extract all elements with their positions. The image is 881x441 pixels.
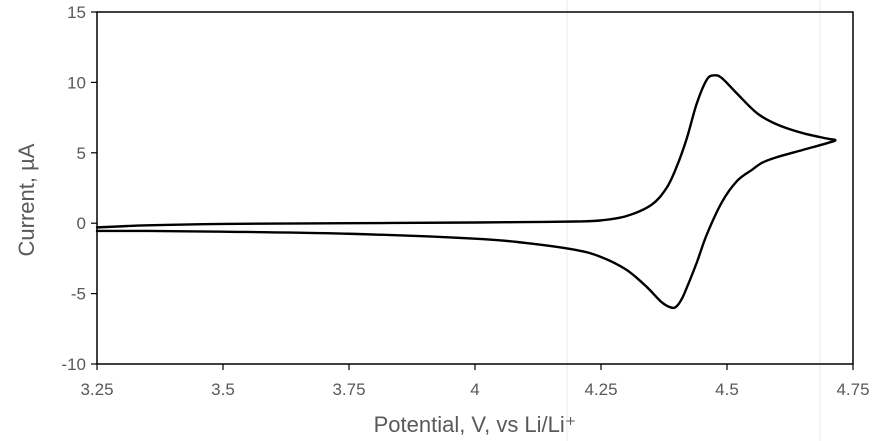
series-layer — [95, 74, 837, 310]
y-tick-label: -5 — [71, 285, 86, 304]
y-tick-label: -10 — [61, 355, 86, 374]
x-tick-label: 4.75 — [836, 380, 869, 399]
x-tick-label: 3.25 — [80, 380, 113, 399]
x-tick-label: 4 — [470, 380, 479, 399]
cv-curve-line — [95, 74, 837, 310]
x-tick-label: 3.75 — [332, 380, 365, 399]
y-tick-label: 0 — [77, 214, 86, 233]
x-axis-label: Potential, V, vs Li/Li⁺ — [374, 412, 577, 437]
x-tick-label: 4.25 — [584, 380, 617, 399]
y-tick-label: 10 — [67, 73, 86, 92]
y-tick-label: 15 — [67, 3, 86, 22]
y-axis-label: Current, µA — [14, 143, 39, 256]
y-axis-ticks: -10 -5 0 5 10 15 — [61, 3, 97, 374]
x-tick-label: 4.5 — [715, 380, 739, 399]
x-tick-label: 3.5 — [211, 380, 235, 399]
x-axis-ticks: 3.25 3.5 3.75 4 4.25 4.5 4.75 — [80, 364, 870, 399]
y-tick-label: 5 — [77, 144, 86, 163]
